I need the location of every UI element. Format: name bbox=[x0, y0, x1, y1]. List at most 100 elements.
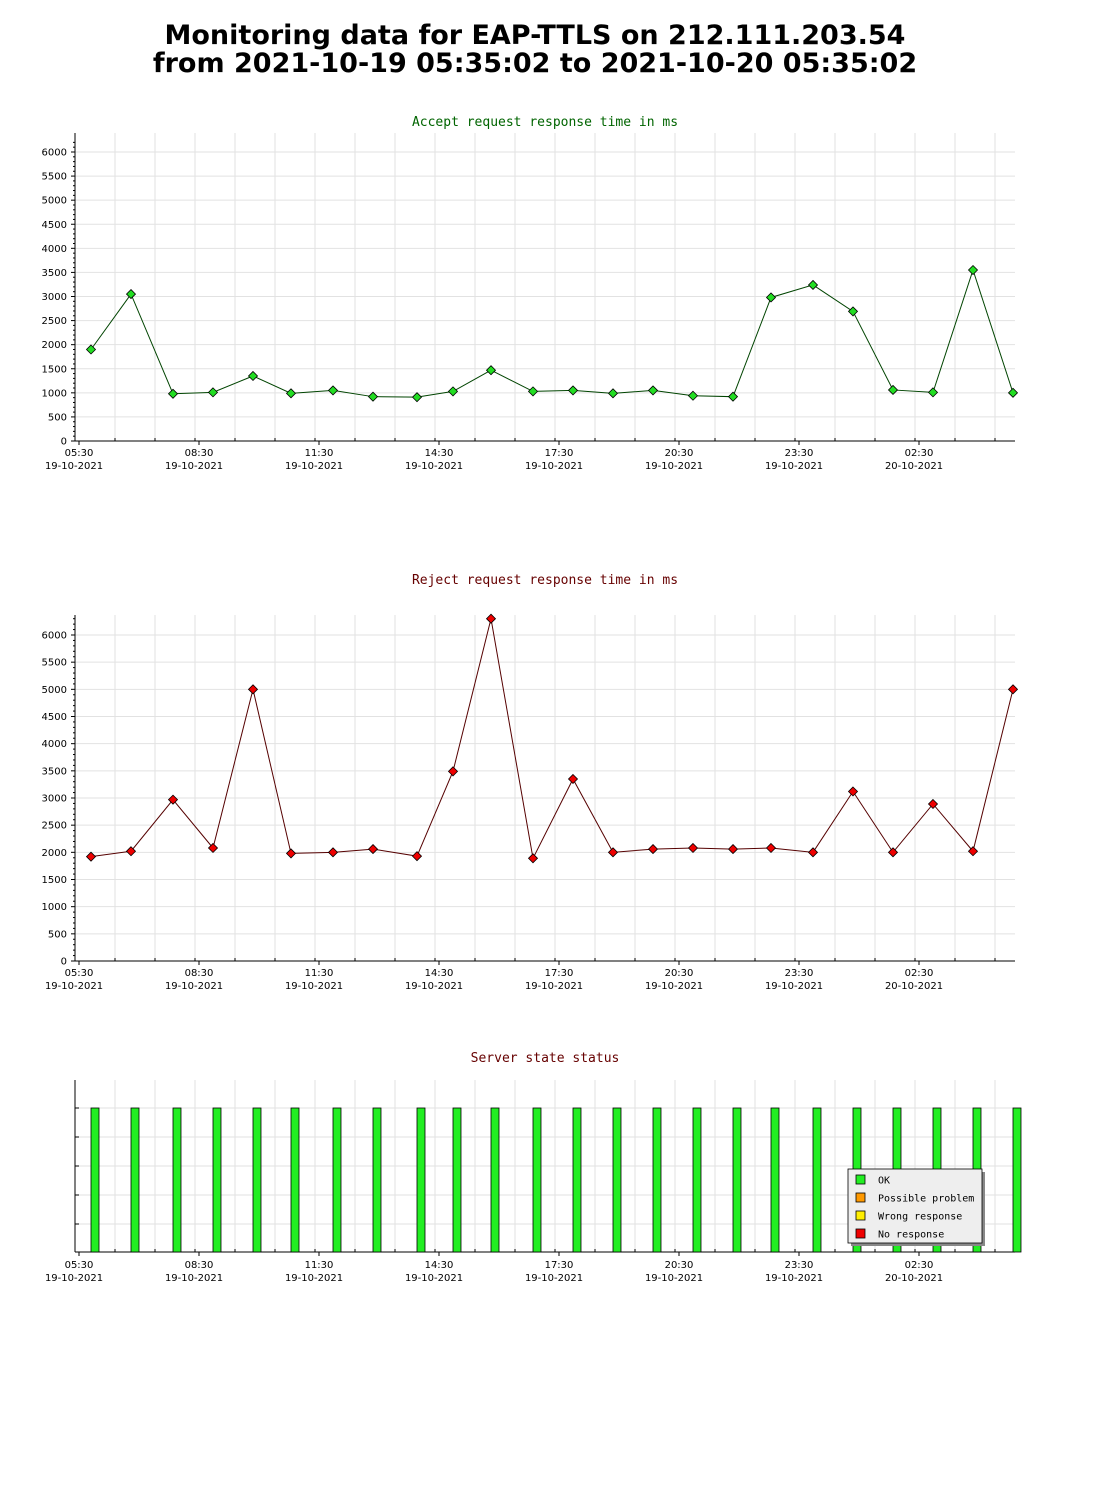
data-point bbox=[1007, 684, 1019, 695]
status-bar bbox=[416, 1107, 426, 1253]
legend-label: No response bbox=[878, 1230, 944, 1241]
x-tick-label-time: 20:30 bbox=[665, 968, 694, 979]
data-point bbox=[967, 846, 979, 857]
x-tick-label-date: 19-10-2021 bbox=[525, 1273, 583, 1284]
series-line bbox=[90, 618, 1014, 860]
status-bar bbox=[732, 1107, 742, 1253]
y-tick-label: 1000 bbox=[42, 388, 67, 399]
data-point bbox=[327, 847, 339, 858]
y-tick-label: 2000 bbox=[42, 340, 67, 351]
data-point bbox=[447, 766, 459, 777]
x-tick-label-time: 14:30 bbox=[425, 448, 454, 459]
x-tick-label-date: 19-10-2021 bbox=[165, 1273, 223, 1284]
y-tick-label: 2500 bbox=[42, 821, 67, 832]
page-title: Monitoring data for EAP-TTLS on 212.111.… bbox=[0, 22, 1070, 78]
y-tick-label: 3000 bbox=[42, 292, 67, 303]
x-tick-label-time: 05:30 bbox=[65, 968, 94, 979]
data-point bbox=[727, 844, 739, 855]
x-tick-label-date: 19-10-2021 bbox=[405, 1273, 463, 1284]
data-point bbox=[125, 289, 137, 300]
x-tick-label-time: 11:30 bbox=[305, 448, 334, 459]
x-tick-label-time: 08:30 bbox=[185, 1260, 214, 1271]
x-tick-label-date: 19-10-2021 bbox=[645, 1273, 703, 1284]
data-point bbox=[807, 847, 819, 858]
data-point bbox=[687, 390, 699, 401]
status-bar bbox=[290, 1107, 300, 1253]
series-line bbox=[90, 268, 1014, 398]
status-bar bbox=[490, 1107, 500, 1253]
status-bar bbox=[1012, 1107, 1022, 1253]
data-point bbox=[527, 386, 539, 397]
x-tick-label-date: 19-10-2021 bbox=[285, 1273, 343, 1284]
data-point bbox=[327, 385, 339, 396]
data-point bbox=[607, 847, 619, 858]
x-tick-label-time: 14:30 bbox=[425, 968, 454, 979]
status-bar bbox=[130, 1107, 140, 1253]
status-bar bbox=[812, 1107, 822, 1253]
x-tick-label-date: 19-10-2021 bbox=[165, 981, 223, 992]
data-point bbox=[1007, 387, 1019, 398]
x-tick-label-date: 20-10-2021 bbox=[885, 1273, 943, 1284]
data-point bbox=[847, 306, 859, 317]
legend-label: OK bbox=[878, 1176, 890, 1187]
x-tick-label-date: 19-10-2021 bbox=[45, 1273, 103, 1284]
x-tick-label-time: 23:30 bbox=[785, 968, 814, 979]
data-point bbox=[847, 786, 859, 797]
status-bar bbox=[252, 1107, 262, 1253]
page-title-line-2: from 2021-10-19 05:35:02 to 2021-10-20 0… bbox=[152, 48, 918, 79]
data-point bbox=[207, 842, 219, 854]
data-point bbox=[247, 684, 259, 695]
y-tick-label: 1500 bbox=[42, 875, 67, 886]
x-tick-label-date: 19-10-2021 bbox=[765, 1273, 823, 1284]
accept-response-chart: Accept request response time in ms 05:30 1… bbox=[42, 115, 1019, 472]
status-bar bbox=[172, 1107, 182, 1253]
x-tick-label-date: 19-10-2021 bbox=[645, 981, 703, 992]
legend-swatch bbox=[855, 1174, 866, 1185]
chart-title: Server state status bbox=[471, 1051, 620, 1066]
x-tick-label-time: 11:30 bbox=[305, 968, 334, 979]
status-bar bbox=[532, 1107, 542, 1253]
data-point bbox=[247, 370, 259, 382]
data-point bbox=[887, 384, 899, 396]
y-tick-label: 2000 bbox=[42, 848, 67, 859]
server-state-chart: Server state status 05:30 19-10-2021 08:30 1… bbox=[45, 1051, 1022, 1284]
y-tick-label: 1000 bbox=[42, 902, 67, 913]
chart-title: Accept request response time in ms bbox=[412, 115, 678, 130]
legend-swatch bbox=[855, 1192, 866, 1203]
data-point bbox=[367, 844, 379, 855]
page-title-line-1: Monitoring data for EAP-TTLS on 212.111.… bbox=[164, 20, 906, 51]
x-tick-label-time: 02:30 bbox=[905, 1260, 934, 1271]
x-tick-label-date: 19-10-2021 bbox=[165, 461, 223, 472]
data-point bbox=[765, 292, 777, 303]
data-point bbox=[167, 794, 179, 805]
legend-swatch bbox=[855, 1210, 866, 1221]
data-point bbox=[647, 844, 659, 855]
y-tick-label: 4000 bbox=[42, 739, 67, 750]
data-point bbox=[727, 391, 739, 402]
y-tick-label: 3500 bbox=[42, 766, 67, 777]
x-tick-label-date: 19-10-2021 bbox=[525, 981, 583, 992]
data-point bbox=[85, 344, 97, 355]
legend-swatch bbox=[855, 1228, 866, 1239]
data-point bbox=[485, 365, 497, 376]
data-point bbox=[807, 279, 819, 291]
data-point bbox=[285, 388, 297, 399]
data-point bbox=[411, 392, 423, 403]
x-tick-label-time: 02:30 bbox=[905, 448, 934, 459]
data-point bbox=[85, 851, 97, 862]
reject-response-chart: Reject request response time in ms 05:30 1… bbox=[42, 573, 1019, 992]
x-tick-label-date: 19-10-2021 bbox=[765, 461, 823, 472]
data-point bbox=[765, 842, 777, 854]
x-tick-label-time: 23:30 bbox=[785, 1260, 814, 1271]
status-bar bbox=[572, 1107, 582, 1253]
x-tick-label-time: 05:30 bbox=[65, 448, 94, 459]
data-point bbox=[527, 853, 539, 864]
x-tick-label-time: 20:30 bbox=[665, 1260, 694, 1271]
y-tick-label: 5500 bbox=[42, 658, 67, 669]
y-tick-label: 2500 bbox=[42, 316, 67, 327]
y-tick-label: 5000 bbox=[42, 196, 67, 207]
y-tick-label: 0 bbox=[61, 437, 67, 448]
x-tick-label-time: 02:30 bbox=[905, 968, 934, 979]
status-bar bbox=[770, 1107, 780, 1253]
data-point bbox=[967, 264, 979, 276]
